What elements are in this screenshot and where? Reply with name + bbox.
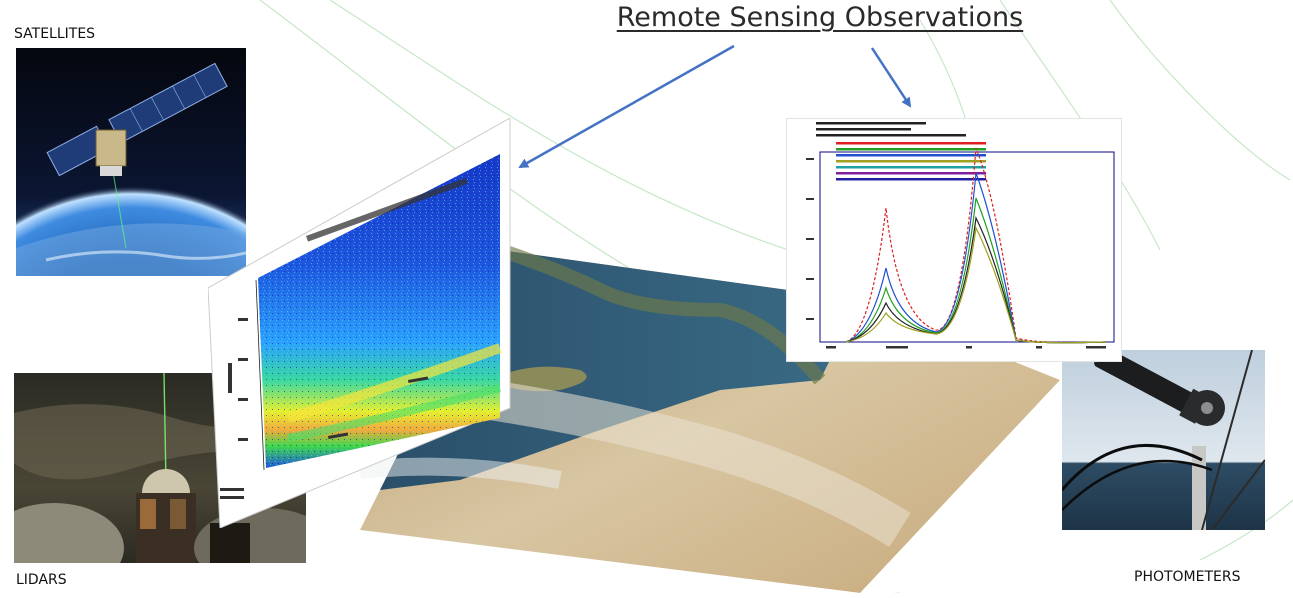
size-distribution-chart — [785, 117, 1123, 363]
photometers-label: PHOTOMETERS — [1134, 569, 1241, 585]
size-distribution-icon — [785, 117, 1123, 363]
lidar-backscatter-icon — [207, 117, 511, 529]
sun-photometer-icon — [1062, 350, 1265, 530]
satellite-photo — [16, 48, 246, 276]
photometer-photo — [1062, 350, 1265, 530]
lidars-label: LIDARS — [16, 572, 67, 588]
page-title: Remote Sensing Observations — [616, 2, 1024, 33]
satellites-label: SATELLITES — [14, 26, 96, 42]
lidar-backscatter-chart — [207, 117, 518, 529]
satellite-in-orbit-icon — [16, 48, 246, 276]
